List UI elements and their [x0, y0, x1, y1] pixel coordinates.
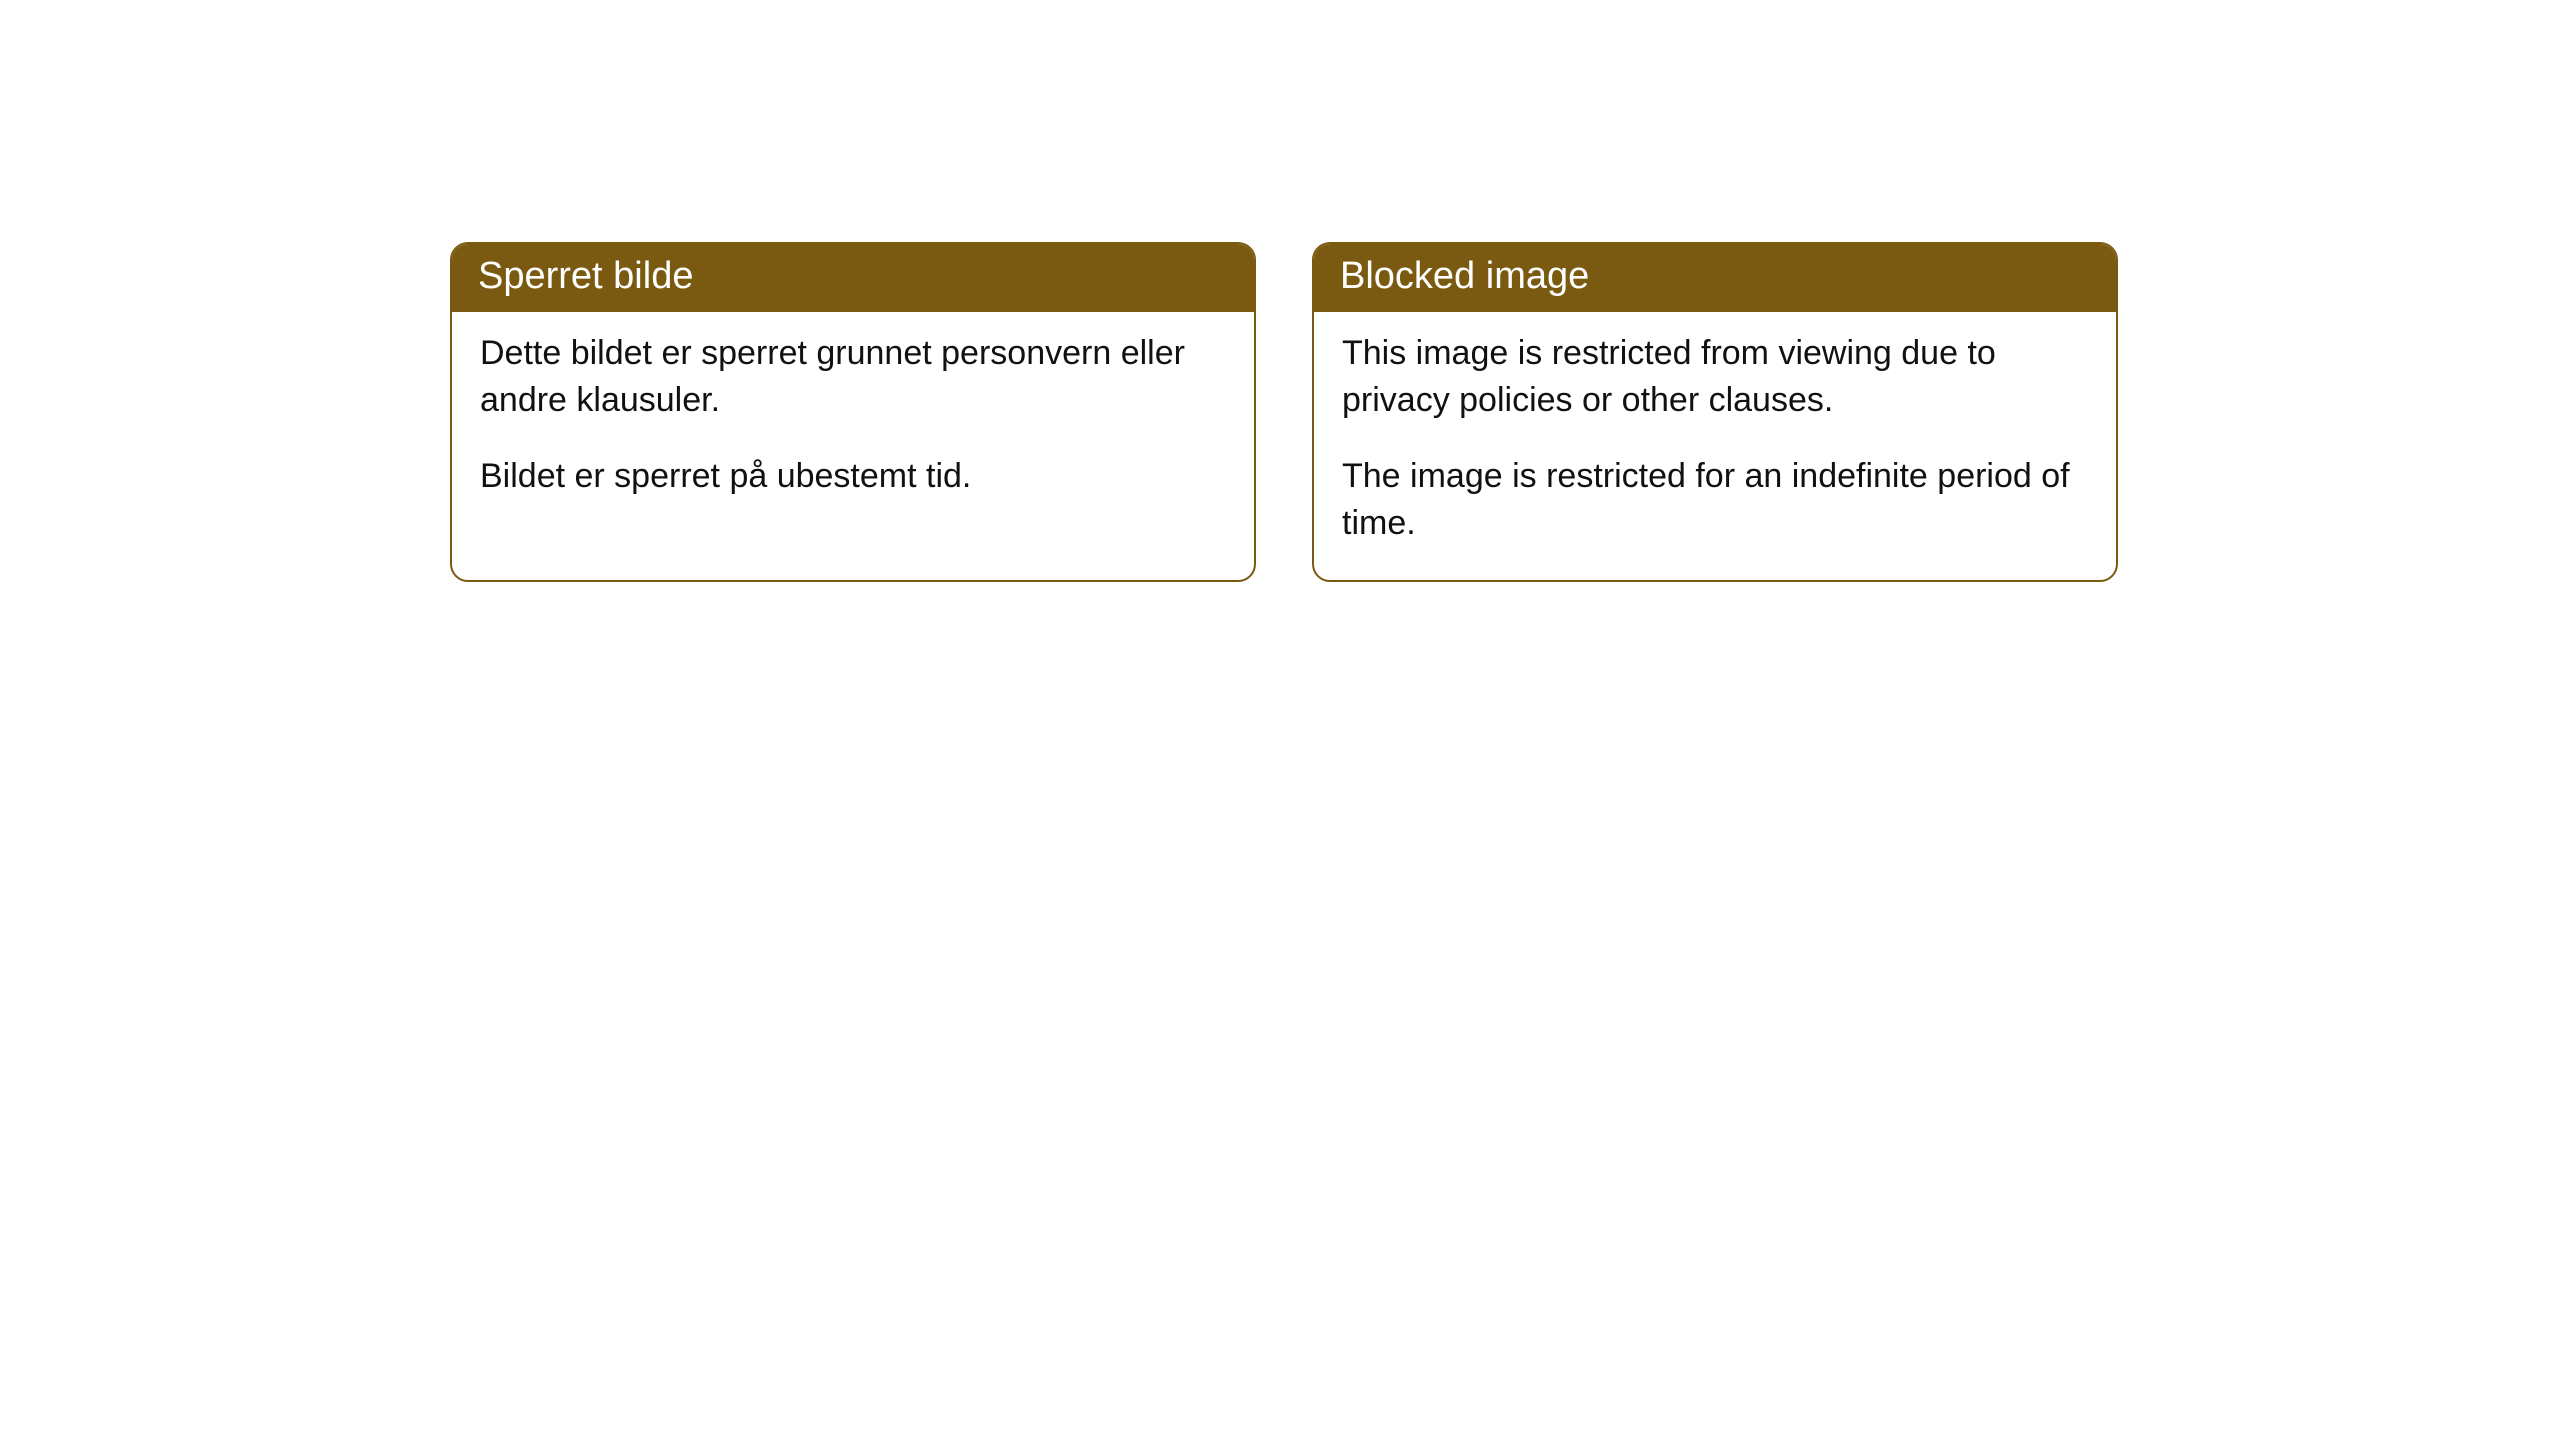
card-paragraph: Bildet er sperret på ubestemt tid.	[480, 453, 1226, 501]
card-paragraph: This image is restricted from viewing du…	[1342, 330, 2088, 425]
card-header-norwegian: Sperret bilde	[452, 244, 1254, 312]
card-title: Sperret bilde	[478, 255, 693, 297]
card-header-english: Blocked image	[1314, 244, 2116, 312]
card-body-norwegian: Dette bildet er sperret grunnet personve…	[452, 312, 1254, 533]
card-title: Blocked image	[1340, 255, 1589, 297]
notice-container: Sperret bilde Dette bildet er sperret gr…	[450, 242, 2118, 582]
notice-card-english: Blocked image This image is restricted f…	[1312, 242, 2118, 582]
card-paragraph: The image is restricted for an indefinit…	[1342, 453, 2088, 548]
card-paragraph: Dette bildet er sperret grunnet personve…	[480, 330, 1226, 425]
notice-card-norwegian: Sperret bilde Dette bildet er sperret gr…	[450, 242, 1256, 582]
card-body-english: This image is restricted from viewing du…	[1314, 312, 2116, 580]
